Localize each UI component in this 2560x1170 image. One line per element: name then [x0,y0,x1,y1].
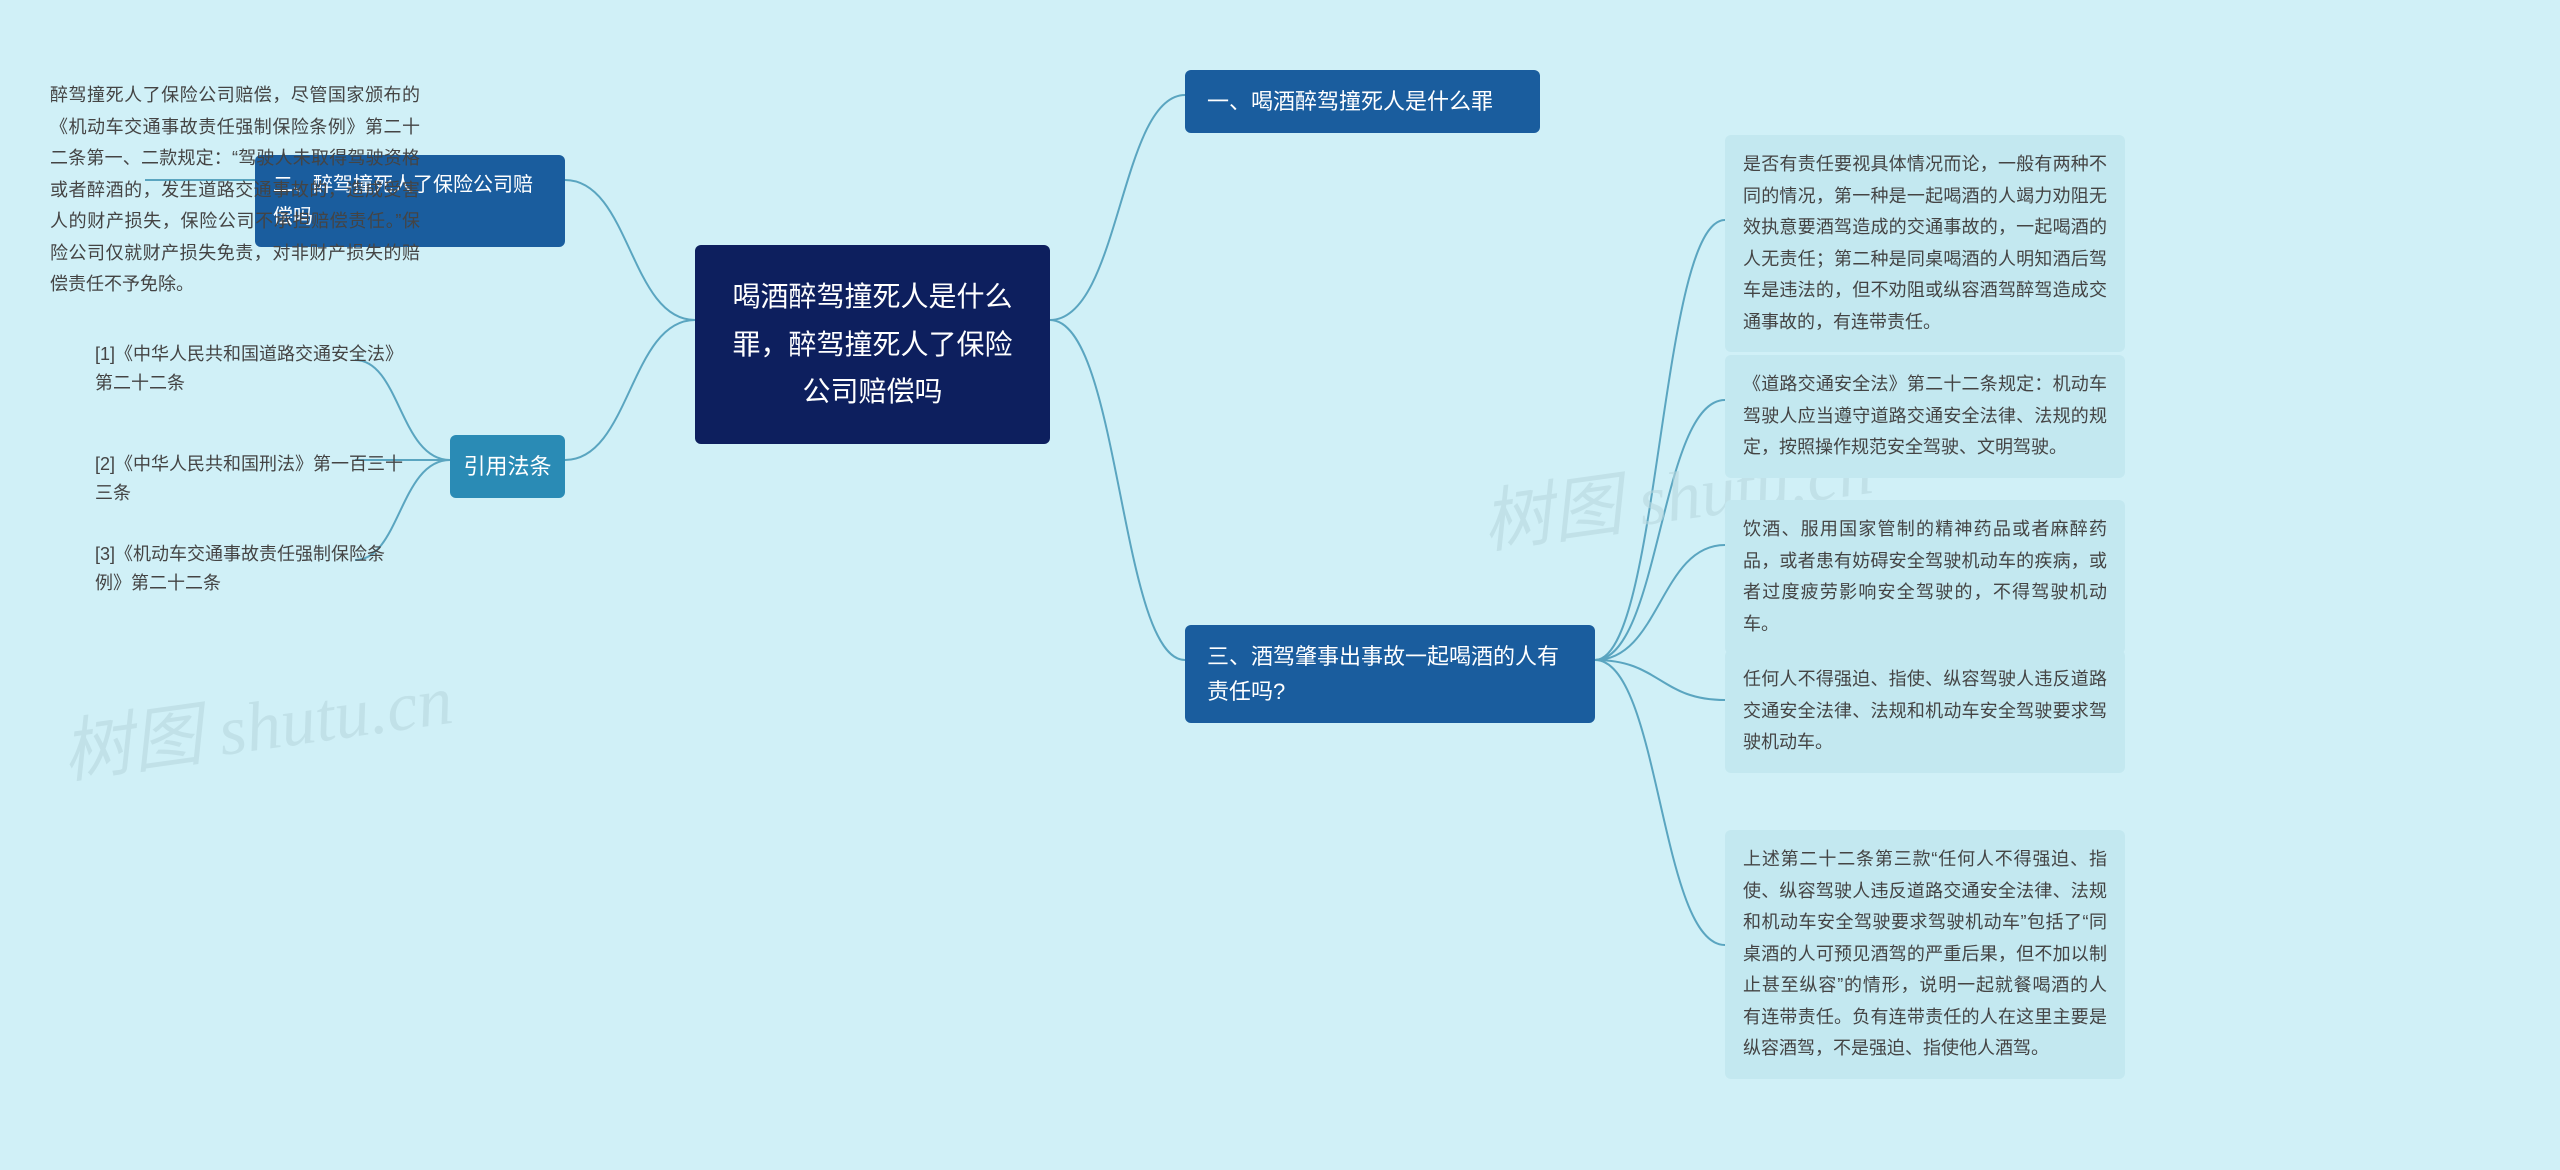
center-topic: 喝酒醉驾撞死人是什么罪，醉驾撞死人了保险公司赔偿吗 [695,245,1050,444]
leaf-r3-2: 《道路交通安全法》第二十二条规定：机动车驾驶人应当遵守道路交通安全法律、法规的规… [1725,355,2125,478]
leaf-r3-5: 上述第二十二条第三款“任何人不得强迫、指使、纵容驾驶人违反道路交通安全法律、法规… [1725,830,2125,1079]
branch-citations: 引用法条 [450,435,565,498]
leaf-r3-3: 饮酒、服用国家管制的精神药品或者麻醉药品，或者患有妨碍安全驾驶机动车的疾病，或者… [1725,500,2125,654]
branch-right-1: 一、喝酒醉驾撞死人是什么罪 [1185,70,1540,133]
leaf-citation-1: [1]《中华人民共和国道路交通安全法》第二十二条 [95,340,405,398]
leaf-l2-1: 醉驾撞死人了保险公司赔偿，尽管国家颁布的《机动车交通事故责任强制保险条例》第二十… [50,80,420,301]
leaf-r3-1: 是否有责任要视具体情况而论，一般有两种不同的情况，第一种是一起喝酒的人竭力劝阻无… [1725,135,2125,352]
leaf-citation-3: [3]《机动车交通事故责任强制保险条例》第二十二条 [95,540,405,598]
leaf-r3-4: 任何人不得强迫、指使、纵容驾驶人违反道路交通安全法律、法规和机动车安全驾驶要求驾… [1725,650,2125,773]
branch-right-3: 三、酒驾肇事出事故一起喝酒的人有责任吗? [1185,625,1595,723]
watermark-left: 树图 shutu.cn [55,643,458,798]
leaf-citation-2: [2]《中华人民共和国刑法》第一百三十三条 [95,450,405,508]
